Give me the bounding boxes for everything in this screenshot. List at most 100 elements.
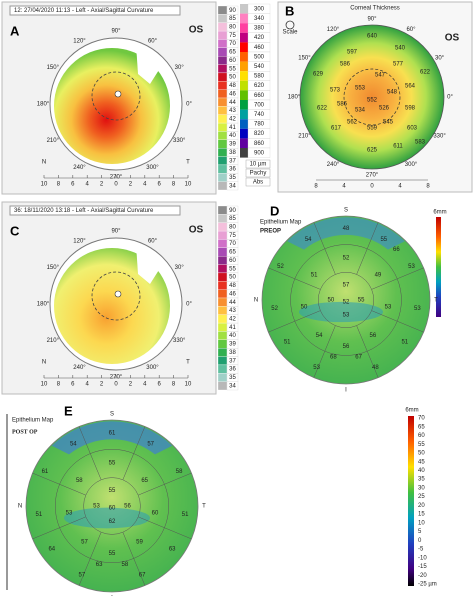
scale-button: Scale [282, 30, 298, 36]
scale-value: 90 [229, 8, 236, 14]
scale-value: 42 [229, 316, 236, 322]
epithelium-value: 58 [176, 469, 183, 475]
scale-cell [217, 314, 228, 324]
pachy-cell [240, 52, 248, 62]
axis-label: 8 [57, 382, 61, 388]
temporal: T [434, 298, 438, 304]
scale-value: 80 [229, 24, 236, 30]
epithelium-value: 54 [316, 333, 323, 339]
axis-label: 6 [158, 382, 162, 388]
scale-cell [217, 22, 228, 32]
angle-label: 30° [435, 56, 445, 62]
epithelium-value: 55 [380, 237, 387, 243]
nasal: N [254, 298, 258, 304]
angle-label: 150° [298, 56, 311, 62]
pachy-cell [240, 100, 248, 110]
header: 36: 18/11/2020 13:18 - Left - Axial/Sagi… [14, 208, 154, 214]
scale-cell [217, 122, 228, 132]
epithelium-value: 54 [70, 442, 77, 448]
zone [343, 68, 401, 126]
scale-cell [217, 114, 228, 124]
thickness-value: 545 [383, 120, 394, 126]
zone-ring [83, 477, 141, 535]
scale-cell [217, 106, 228, 115]
angle-label: 270° [366, 173, 379, 179]
pachy-value: 540 [254, 64, 265, 70]
sector-line [313, 222, 336, 275]
scale-cell [217, 14, 228, 23]
scale-cell [217, 322, 228, 332]
angle-label: 300° [146, 165, 159, 171]
map-notch [136, 244, 164, 284]
epithelium-value: 50 [301, 304, 308, 310]
angle-label: 300° [405, 162, 418, 168]
scale-value: 39 [229, 142, 236, 148]
angle-label: 240° [327, 162, 340, 168]
panel-label: C [10, 223, 20, 238]
axis-label: 0 [370, 184, 374, 190]
thickness-value: 547 [375, 73, 386, 79]
pachy-value: 300 [254, 6, 265, 12]
angle-label: 60° [148, 238, 158, 244]
angle-label: 90° [111, 229, 121, 235]
angle-label: 330° [173, 338, 186, 344]
epithelium-value: 53 [343, 313, 350, 319]
scale-value: 40 [229, 133, 236, 139]
epithelium-value: 48 [343, 226, 350, 232]
scale-value: 55 [229, 66, 236, 72]
epithelium-value: 53 [385, 304, 392, 310]
scale-cell [217, 148, 228, 157]
panel-label: D [270, 203, 279, 218]
sector-line [78, 532, 102, 586]
axis-label: 0 [114, 182, 118, 188]
scale-value: 35 [418, 477, 425, 483]
angle-label: 240° [73, 165, 86, 171]
thin-zone [64, 507, 150, 529]
unit: 6mm [433, 210, 446, 216]
scale-value: 10 [418, 520, 425, 526]
panel-label: A [10, 23, 20, 38]
scale-value: 42 [229, 116, 236, 122]
scale-value-box [226, 181, 239, 191]
scale-cell [217, 239, 228, 248]
temporal: T [202, 504, 206, 510]
scale-value: 34 [229, 383, 236, 389]
pachy-cell [240, 148, 248, 158]
scale-value: -25 µm [418, 582, 437, 588]
map [299, 24, 445, 170]
thickness-value: 573 [330, 88, 341, 94]
sector-line [356, 325, 379, 378]
epithelium-value: 54 [305, 237, 312, 243]
scale-value: 30 [418, 485, 425, 491]
scale-value: 43 [229, 308, 236, 314]
axis-label: 4 [86, 382, 90, 388]
scale-value: 0 [418, 538, 422, 544]
axis-label: 4 [143, 382, 147, 388]
epithelium-value: 55 [109, 488, 116, 494]
title: Epithelium Map [12, 418, 54, 424]
thick-zone [51, 421, 173, 455]
nasal: N [42, 160, 46, 166]
scale-value: 55 [229, 266, 236, 272]
panel-label: B [285, 3, 294, 18]
scale-value: 15 [418, 512, 425, 518]
epithelium-value: 68 [330, 355, 337, 361]
axis-label: 10 [185, 382, 192, 388]
epithelium-value: 57 [147, 442, 154, 448]
scale-value: -15 [418, 564, 427, 570]
color-bar [408, 416, 414, 586]
epithelium-value: 52 [343, 256, 350, 262]
scale-value: 85 [229, 16, 236, 22]
axis-label: 2 [129, 182, 133, 188]
pachy-value-box [247, 147, 271, 158]
scale-cell [217, 222, 228, 232]
pachy-mode: Abs [253, 180, 263, 186]
scale-value: 65 [418, 424, 425, 430]
scale-value: 5 [418, 529, 422, 535]
thickness-value: 526 [379, 106, 390, 112]
nasal: N [18, 504, 22, 510]
thickness-value: 559 [367, 126, 378, 132]
angle-label: 180° [288, 95, 301, 101]
angle-label: 30° [175, 265, 185, 271]
scale-value: 50 [229, 275, 236, 281]
